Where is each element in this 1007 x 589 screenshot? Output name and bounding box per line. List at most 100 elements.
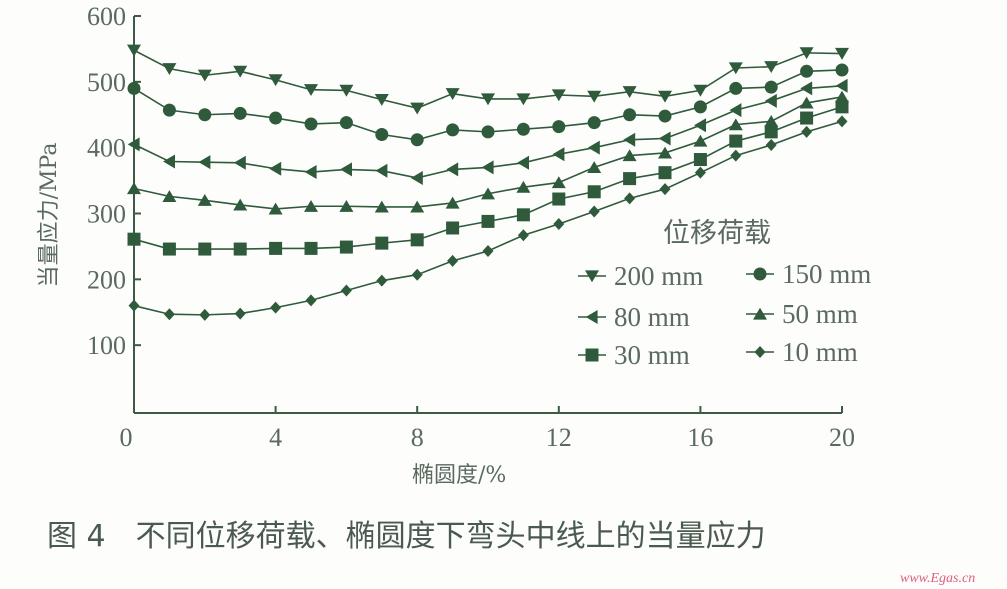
data-point <box>375 163 388 178</box>
data-point <box>446 162 459 177</box>
data-point <box>517 229 529 242</box>
data-point <box>269 111 283 125</box>
data-point <box>836 115 848 128</box>
data-point <box>162 242 176 256</box>
y-axis-label: 当量应力/MPa <box>37 143 62 288</box>
data-point <box>410 102 425 115</box>
data-point <box>516 208 530 222</box>
data-point <box>445 196 460 209</box>
data-point <box>305 294 317 307</box>
data-point <box>587 140 600 155</box>
data-point <box>624 192 636 205</box>
data-point <box>764 61 779 73</box>
data-point <box>693 100 707 114</box>
data-point <box>304 199 318 212</box>
data-point <box>623 108 637 122</box>
series-200mm <box>127 44 849 115</box>
data-point <box>268 202 283 215</box>
data-point <box>233 65 248 78</box>
data-point <box>516 122 530 136</box>
data-point <box>410 200 425 213</box>
axes: 100 200 300 400 500 600 0 4 8 12 16 20 <box>87 2 855 452</box>
triangle-up-icon <box>753 307 767 320</box>
data-point <box>374 200 389 213</box>
data-point <box>551 176 566 189</box>
data-point <box>658 131 671 146</box>
data-point <box>162 190 177 202</box>
data-point <box>728 118 743 131</box>
data-point <box>587 161 602 174</box>
data-point <box>622 149 637 162</box>
legend-item: 150 mm <box>746 259 871 289</box>
legend-item: 50 mm <box>746 299 858 329</box>
legend-item: 200 mm <box>578 261 703 291</box>
legend-item: 80 mm <box>578 302 690 332</box>
y-tick-label: 200 <box>87 265 126 294</box>
data-point <box>376 274 388 287</box>
data-point <box>729 103 742 118</box>
data-point <box>799 47 814 60</box>
square-icon <box>585 348 599 362</box>
data-point <box>197 69 212 82</box>
data-point <box>446 123 460 137</box>
data-point <box>551 89 566 102</box>
data-point <box>128 299 140 312</box>
data-point <box>198 155 211 170</box>
data-point <box>765 139 777 152</box>
legend-title: 位移荷载 <box>663 218 771 248</box>
y-tick-label: 100 <box>87 331 126 360</box>
diamond-icon <box>754 346 766 358</box>
y-tick-label: 500 <box>87 68 126 97</box>
data-point <box>304 117 318 131</box>
data-point <box>233 155 246 170</box>
data-point <box>340 284 352 297</box>
data-point <box>127 232 141 246</box>
data-point <box>268 74 283 87</box>
data-point <box>127 182 141 195</box>
data-point <box>588 205 600 218</box>
data-point <box>623 132 636 147</box>
data-point <box>304 165 317 180</box>
figure-caption: 图 4 不同位移荷载、椭圆度下弯头中线上的当量应力 <box>47 519 766 554</box>
y-tick-label: 400 <box>87 134 126 163</box>
x-tick-label: 20 <box>829 423 855 452</box>
data-point <box>481 187 495 200</box>
data-point <box>340 162 352 177</box>
legend-item: 10 mm <box>746 337 858 367</box>
data-point <box>729 81 743 95</box>
legend: 位移荷载 200 mm 150 mm 80 mm 50 mm 30 mm 10 mm <box>578 218 871 370</box>
data-point <box>552 120 566 134</box>
data-point <box>552 192 566 206</box>
data-point <box>694 118 706 133</box>
data-point <box>517 155 529 170</box>
data-point <box>339 199 354 212</box>
data-point <box>269 241 283 255</box>
series-80mm <box>127 78 848 185</box>
data-point <box>835 47 849 60</box>
data-point <box>730 149 742 162</box>
data-point <box>410 133 424 147</box>
data-point <box>799 96 814 109</box>
data-point <box>694 166 706 179</box>
x-tick-label: 0 <box>120 423 133 452</box>
series-150mm <box>127 63 849 147</box>
data-point <box>659 183 671 196</box>
y-tick-label: 600 <box>87 2 126 31</box>
x-tick-label: 16 <box>687 423 713 452</box>
data-point <box>835 100 849 114</box>
data-point <box>835 90 849 103</box>
legend-label: 30 mm <box>614 340 690 370</box>
data-point <box>658 90 672 103</box>
data-point <box>410 233 424 247</box>
series-group <box>127 44 849 321</box>
data-point <box>728 62 743 75</box>
data-point <box>339 240 353 254</box>
data-point <box>375 128 389 141</box>
data-point <box>233 106 247 120</box>
data-point <box>800 81 813 96</box>
data-point <box>339 84 354 97</box>
data-point <box>445 88 460 100</box>
data-point <box>199 308 211 321</box>
legend-label: 200 mm <box>614 261 703 291</box>
data-point <box>482 245 494 258</box>
